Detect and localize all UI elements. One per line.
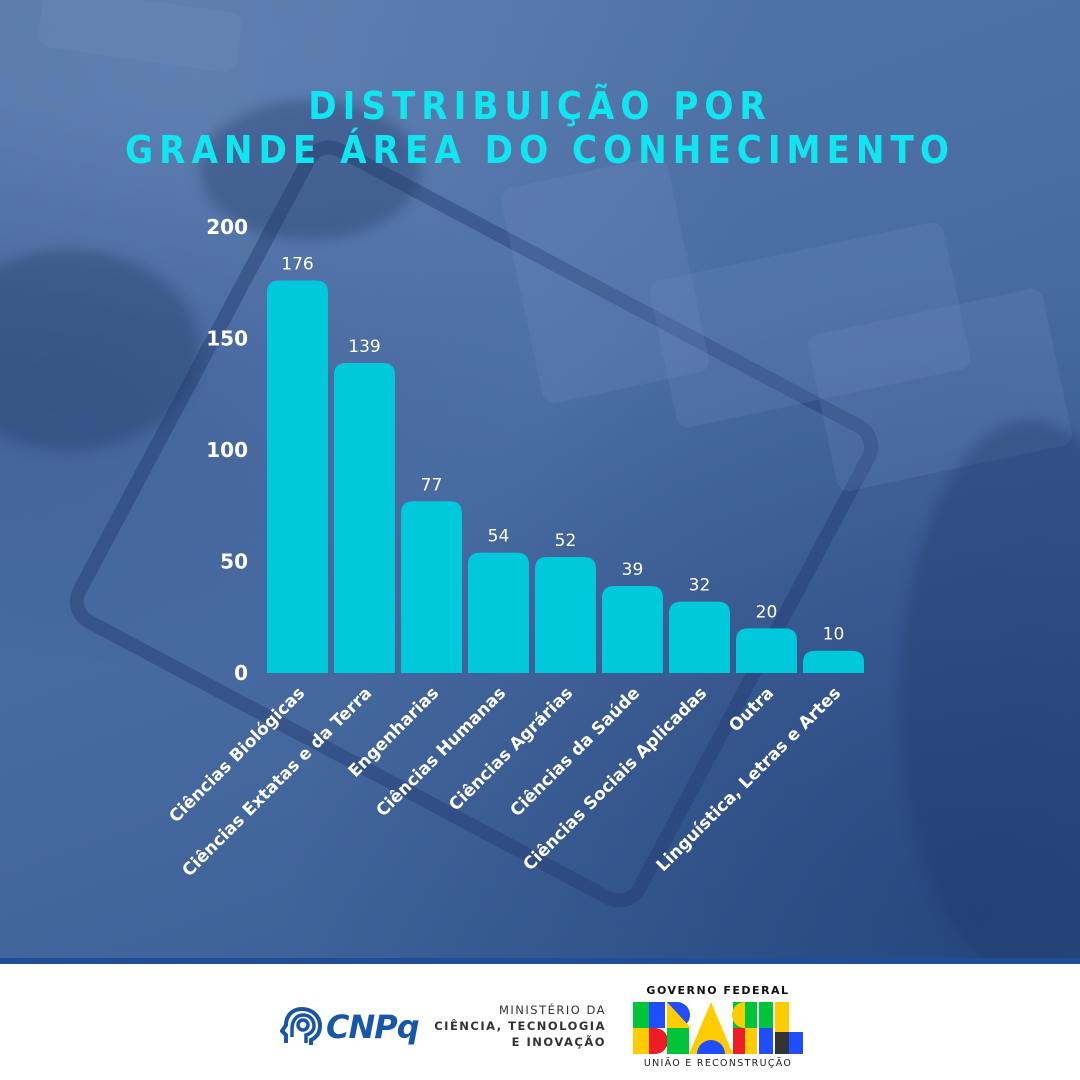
ministry-line-1: MINISTÉRIO DA (498, 1003, 606, 1017)
gov-bottom-text: UNIÃO E RECONSTRUÇÃO (643, 1058, 793, 1069)
data-label: 20 (756, 602, 778, 622)
x-tick-label: Ciências da Saúde (507, 683, 644, 820)
data-labels-group: 176 139 77 54 52 39 32 20 10 (281, 255, 844, 645)
y-tick-label: 50 (220, 550, 248, 574)
bar-chart: 0 50 100 150 200 176 139 77 54 52 39 32 20 10 Ciênci… (166, 215, 864, 880)
y-axis: 0 50 100 150 200 (206, 215, 248, 685)
bars-group (267, 280, 864, 673)
governo-federal-logo: GOVERNO FEDERAL UN (628, 984, 808, 1069)
x-tick-label: Ciências Biológicas (166, 683, 310, 827)
data-label: 176 (281, 255, 313, 275)
ministry-logo: MINISTÉRIO DA CIÊNCIA, TECNOLOGIA E INOV… (420, 1002, 606, 1050)
bar (334, 363, 395, 673)
title-line-1: DISTRIBUIÇÃO POR (308, 84, 772, 128)
data-label: 52 (555, 531, 577, 551)
accent-strip (0, 958, 1080, 964)
hand-decoration (200, 100, 420, 240)
bar (602, 586, 663, 673)
data-label: 77 (421, 475, 443, 495)
data-label: 32 (689, 576, 711, 596)
data-label: 139 (348, 337, 380, 357)
bar (267, 280, 328, 673)
cnpq-logo: CNPq (280, 1004, 420, 1050)
bar (468, 552, 529, 673)
bar (736, 628, 797, 673)
y-tick-label: 200 (206, 215, 248, 239)
hand-decoration (0, 250, 200, 450)
y-tick-label: 0 (234, 661, 248, 685)
ministry-line-2: CIÊNCIA, TECNOLOGIA (434, 1019, 606, 1033)
x-tick-label: Ciências Humanas (372, 683, 510, 821)
background-photo (0, 0, 1080, 958)
gov-top-text: GOVERNO FEDERAL (646, 984, 790, 997)
cnpq-head-icon (280, 1007, 322, 1045)
data-label: 39 (622, 560, 644, 580)
data-label: 54 (488, 527, 510, 547)
bar (669, 601, 730, 673)
x-tick-label: Outra (725, 683, 778, 736)
title-line-2: GRANDE ÁREA DO CONHECIMENTO (125, 128, 955, 172)
data-label: 10 (823, 625, 845, 645)
ministry-line-3: E INOVAÇÃO (511, 1035, 606, 1049)
bar (401, 501, 462, 673)
y-tick-label: 100 (206, 438, 248, 462)
brasil-wordmark-icon (633, 1002, 803, 1054)
cnpq-wordmark: CNPq (326, 1008, 420, 1046)
bar (803, 650, 864, 673)
chart-title: DISTRIBUIÇÃO POR GRANDE ÁREA DO CONHECIM… (0, 84, 1080, 172)
y-tick-label: 150 (206, 327, 248, 351)
footer: CNPq MINISTÉRIO DA CIÊNCIA, TECNOLOGIA E… (0, 964, 1080, 1080)
x-tick-label: Ciências Agrárias (445, 683, 577, 815)
bar (535, 557, 596, 673)
